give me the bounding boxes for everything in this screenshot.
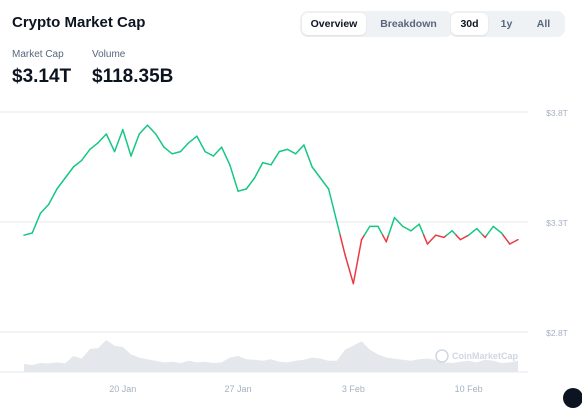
y-tick-label: $2.8T (546, 328, 568, 338)
x-tick-label: 20 Jan (109, 384, 136, 394)
scroll-arrow-button[interactable] (563, 388, 582, 408)
price-line-segment (385, 234, 390, 243)
price-line-segment (80, 148, 91, 162)
price-line-segment (401, 225, 412, 232)
price-line-segment (311, 166, 322, 179)
price-line-segment (434, 234, 445, 239)
y-tick-label: $3.8T (546, 108, 568, 118)
tab-breakdown[interactable]: Breakdown (380, 18, 437, 30)
price-line-segment (229, 164, 239, 192)
range-30d-button[interactable]: 30d (451, 13, 488, 35)
price-line-segment (196, 135, 206, 153)
price-line-segment (445, 230, 453, 236)
price-line-segment (220, 146, 231, 166)
price-line-segment (286, 148, 297, 155)
price-line-segment (352, 238, 363, 285)
market-cap-label: Market Cap (12, 49, 64, 60)
price-line-segment (455, 234, 462, 241)
price-line-segment (47, 188, 58, 206)
price-line-segment (303, 144, 313, 168)
watermark-text: CoinMarketCap (452, 351, 519, 361)
price-line-segment (262, 161, 272, 166)
price-line-segment (485, 225, 495, 236)
price-line-segment (179, 142, 190, 153)
price-line-segment (363, 225, 371, 236)
price-line-segment (418, 223, 425, 236)
price-line-segment (64, 166, 75, 179)
page-title: Crypto Market Cap (12, 14, 146, 31)
price-line-segment (171, 150, 182, 155)
price-line-segment (237, 188, 248, 192)
volume-value: $118.35B (92, 66, 174, 87)
price-line-segment (270, 150, 280, 166)
price-line-segment (327, 188, 338, 223)
price-line-segment (492, 225, 503, 234)
price-line-segment (105, 133, 116, 153)
price-line-segment (377, 225, 384, 236)
market-cap-value: $3.14T (12, 66, 72, 87)
price-line-segment (423, 234, 429, 245)
volume-area (24, 340, 518, 372)
price-line-segment (294, 144, 305, 155)
price-line-segment (154, 133, 165, 148)
y-tick-label: $3.3T (546, 218, 568, 228)
price-line-segment (187, 135, 198, 144)
price-line-segment (336, 221, 341, 236)
price-line-segment (89, 142, 99, 151)
price-line-segment (278, 148, 289, 153)
volume-label: Volume (92, 49, 126, 60)
price-line-segment (509, 238, 519, 245)
price-line-segment (467, 227, 478, 236)
price-line-segment (113, 128, 124, 153)
range-all-button[interactable]: All (536, 18, 551, 30)
price-line-segment (138, 124, 149, 135)
price-line-segment (387, 216, 396, 236)
price-line-segment (212, 146, 223, 157)
price-line-segment (23, 232, 33, 236)
price-line-segment (410, 223, 420, 232)
price-line-segment (122, 128, 132, 157)
price-line-segment (393, 216, 404, 228)
price-line-segment (146, 124, 157, 135)
x-tick-label: 10 Feb (455, 384, 483, 394)
x-tick-label: 3 Feb (342, 384, 365, 394)
price-line-segment (31, 212, 42, 234)
price-line-segment (344, 254, 355, 285)
price-line-segment (451, 230, 457, 236)
price-line-segment (502, 234, 511, 245)
price-line-segment (97, 133, 108, 144)
tab-overview[interactable]: Overview (302, 13, 366, 35)
price-line-segment (459, 234, 470, 241)
price-line-segment (253, 161, 264, 179)
price-line-segment (39, 203, 50, 214)
price-line-segment (163, 146, 173, 155)
price-line-segment (476, 227, 484, 236)
view-toggle: Overview Breakdown (300, 11, 453, 37)
price-line-segment (426, 234, 437, 245)
price-line-segment (72, 159, 83, 168)
price-line-segment (245, 177, 256, 190)
range-toggle: 30d 1y All (449, 11, 565, 37)
range-1y-button[interactable]: 1y (500, 18, 513, 30)
price-line-segment (339, 234, 346, 256)
price-line-segment (204, 150, 215, 157)
coinmarketcap-logo-icon (435, 349, 449, 363)
price-line-segment (360, 234, 366, 241)
price-line-segment (130, 133, 141, 157)
price-line-segment (56, 177, 66, 190)
price-line-segment (381, 234, 388, 243)
price-line-segment (319, 177, 330, 190)
x-tick-label: 27 Jan (225, 384, 252, 394)
